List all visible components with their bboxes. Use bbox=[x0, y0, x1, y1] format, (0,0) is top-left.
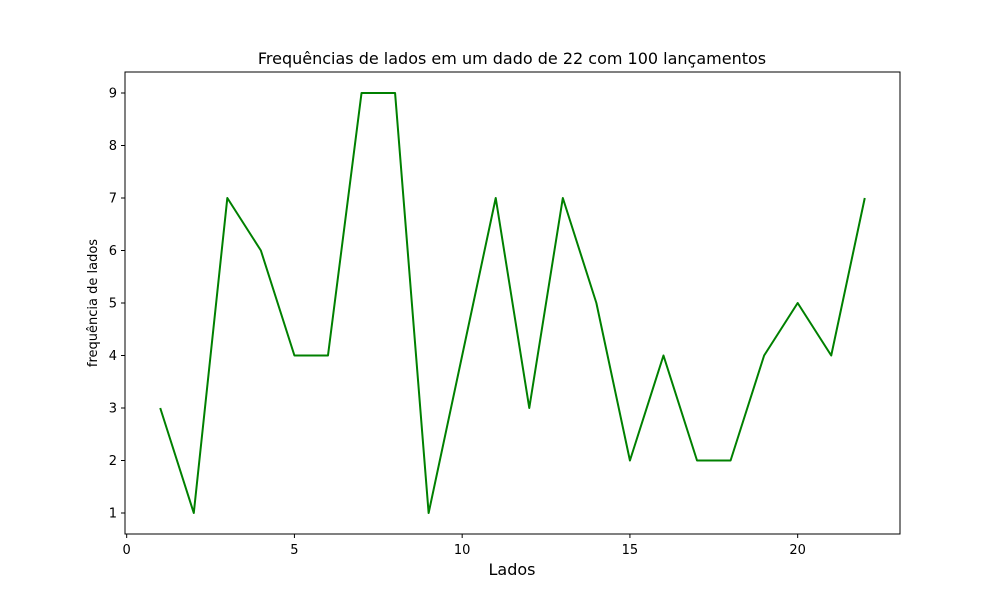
x-tick-label: 10 bbox=[454, 543, 471, 558]
y-tick-label: 5 bbox=[109, 297, 117, 312]
x-tick-label: 20 bbox=[789, 543, 806, 558]
y-tick-label: 8 bbox=[109, 139, 117, 154]
series-layer bbox=[159, 92, 866, 514]
y-tick-label: 6 bbox=[109, 244, 117, 259]
y-tick-label: 3 bbox=[109, 402, 117, 417]
y-tick-label: 2 bbox=[109, 454, 117, 469]
x-tick-label: 15 bbox=[622, 543, 639, 558]
y-tick-label: 4 bbox=[109, 349, 117, 364]
y-axis-label: frequência de lados bbox=[86, 239, 101, 367]
y-tick-label: 1 bbox=[109, 507, 117, 522]
y-tick-label: 9 bbox=[109, 87, 117, 102]
chart-title: Frequências de lados em um dado de 22 co… bbox=[258, 49, 766, 68]
y-tick-label: 7 bbox=[109, 192, 117, 207]
x-axis-label: Lados bbox=[489, 560, 536, 579]
y-axis: 1 2 3 4 5 6 7 8 9 bbox=[109, 87, 125, 522]
x-tick-label: 5 bbox=[290, 543, 298, 558]
series-line bbox=[159, 92, 866, 514]
x-axis: 0 5 10 15 20 bbox=[123, 534, 806, 558]
x-tick-label: 0 bbox=[123, 543, 131, 558]
